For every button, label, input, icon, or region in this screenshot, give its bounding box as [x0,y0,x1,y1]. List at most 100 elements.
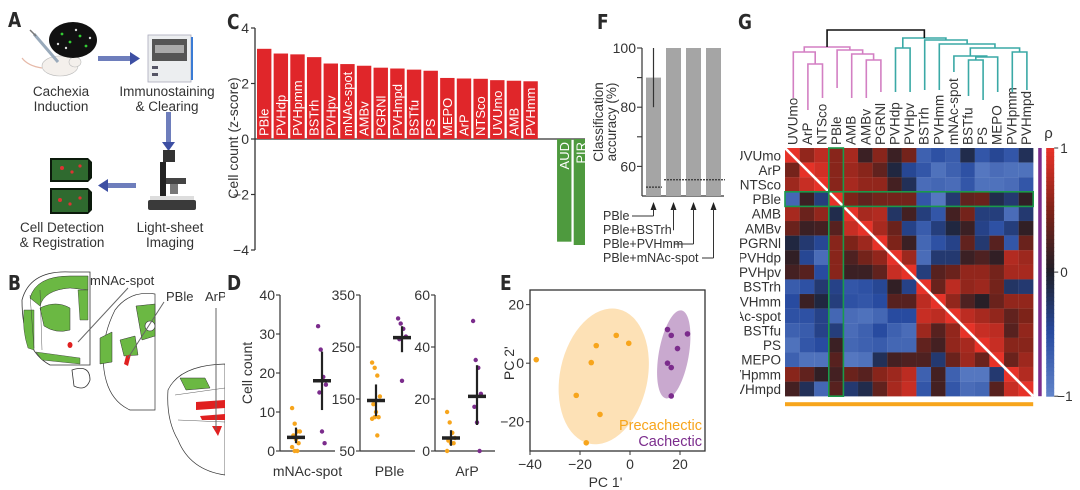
heatmap-cell [872,352,888,368]
y-tick-label: 20 [414,391,430,407]
heatmap-cell [828,381,844,397]
brain-section-medulla [167,363,225,476]
heatmap-cell [784,323,801,339]
heatmap-cell [784,366,801,383]
heatmap-cell [813,352,830,368]
row-label: NTSco [740,178,781,193]
chart-d-cell-counts: Cell count 0 10 20 30 40 mNAc-spot 50 150 250 350 P… [239,287,495,479]
leader-line-mnac [77,287,129,343]
row-label: BSTfu [743,324,781,339]
syringe-icon [29,29,60,63]
heatmap-cell [916,220,932,237]
step-label-line: & Clearing [135,99,199,114]
heatmap-cell [784,352,801,368]
heatmap-cell [945,249,961,266]
bar-mNAc-spot [340,64,355,139]
row-label: PVHpmm [740,367,781,382]
y-tick-label: 150 [332,391,356,407]
heatmap-cell [784,293,801,310]
cachectic-point [395,316,401,321]
heatmap-cell [959,220,976,237]
cachectic-point [477,448,482,454]
colorbar-segment [1046,363,1055,368]
bar-label: AMBv [357,101,372,136]
bar-label: PGRNl [373,95,388,136]
heatmap-cell [857,308,874,324]
panel-label-g: G [738,10,752,34]
heatmap-cell [1003,381,1020,397]
precachectic-point [593,342,600,349]
column-label: mNAc-spot [946,78,961,145]
heatmap-cell [916,323,932,339]
heatmap-cell [1003,206,1020,222]
column-label: PGRNl [873,103,888,145]
heatmap-cell [916,206,932,222]
column-label: PVHdp [888,102,903,145]
heatmap-cell [828,352,844,368]
heatmap-cell [959,308,976,324]
cachectic-point [317,390,322,395]
heatmap-cell [799,352,815,368]
row-label: PBle [752,192,781,207]
heatmap-cell [1003,191,1020,207]
precachectic-point [625,340,632,347]
heatmap-cell [886,206,903,222]
dendrogram-link [953,55,988,72]
bar-label: PS [423,118,438,136]
heatmap-cell [843,381,859,397]
bar-label: PVHdp [273,95,288,136]
colorbar-segment [1046,354,1055,360]
heatmap-cell [901,176,917,193]
panel-label-a: A [8,8,22,32]
x-group-label: PBle [375,463,405,479]
colorbar-segment [1046,168,1055,174]
heatmap-cell [886,293,903,310]
heatmap-cell [872,381,888,397]
heatmap-cell [1018,220,1034,237]
y-axis-label: PC 2' [501,346,517,380]
heatmap-cell [784,279,801,295]
colorbar-segment [1046,239,1055,244]
step-label-line: Cell Detection [19,220,105,235]
heatmap-cell [959,162,976,178]
heatmap-cell [959,235,976,251]
heatmap-cell [930,249,947,266]
heatmap-cell [974,162,990,178]
bar-PIR [573,139,585,246]
heatmap-cell [843,337,859,353]
dendrogram-link [975,56,999,92]
cachectic-point [684,331,691,337]
precachectic-point [295,448,300,454]
diagonal-line [784,147,1035,398]
precachectic-point [377,394,383,399]
colorbar-segment [1046,152,1055,157]
heatmap-cell [843,308,859,324]
heatmap-cell [1018,323,1034,339]
bar-label: NTSco [473,96,488,136]
heatmap-cell [945,337,961,353]
heatmap-cell [799,220,815,237]
incubator-icon [147,34,193,83]
cachectic-point [664,360,671,366]
bar-PBle [257,48,272,139]
heatmap-cell [872,293,888,310]
heatmap-cell [930,352,947,368]
heatmap-cell [843,323,859,339]
heatmap-cell [828,279,844,295]
y-axis-label: Cell count (z-score) [225,77,241,198]
chart-g-correlation-heatmap: UVUmoUVUmoArPArPNTScoNTScoPBlePBleAMBAMB… [740,29,1073,407]
column-label: AMB [844,116,859,145]
heatmap-cell [813,264,830,280]
heatmap-cell [843,176,859,193]
column-label: BSTrh [917,107,932,145]
heatmap-cell [901,293,917,310]
bar-label: ArP [457,114,472,136]
heatmap-cell [784,308,801,324]
row-label: BSTrh [743,280,781,295]
colorbar-segment [1046,350,1055,356]
heatmap-cell [916,235,932,251]
heatmap-cell [872,206,888,222]
heatmap-cell [828,366,844,383]
heatmap-cell [857,381,874,397]
